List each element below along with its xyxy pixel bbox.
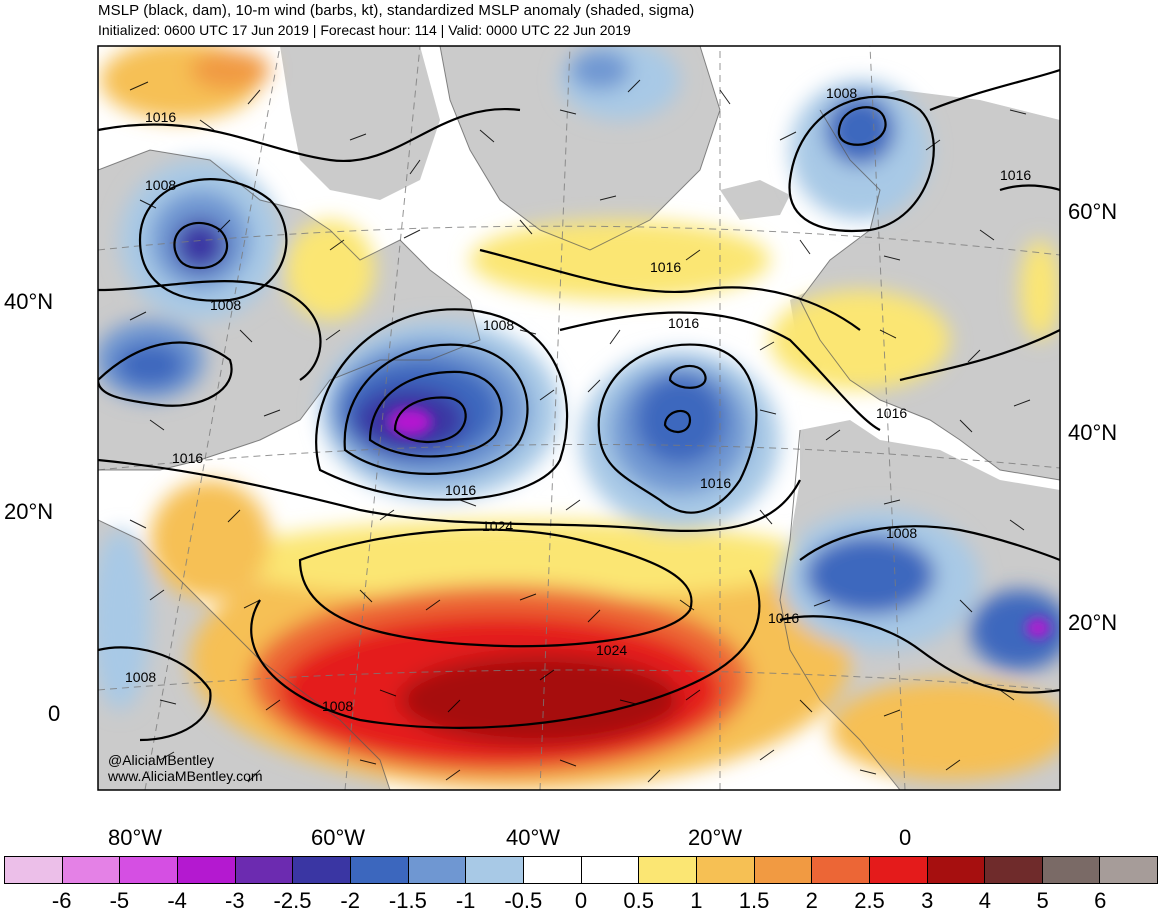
isobar-label: 1008 xyxy=(125,669,156,685)
colorbar-swatch xyxy=(120,857,178,883)
colorbar-swatch xyxy=(754,857,813,883)
right-lat-label: 60°N xyxy=(1068,199,1117,224)
colorbar-label: 5 xyxy=(1036,888,1049,913)
map-plot-area: 1016 1008 1008 1016 1008 1008 1016 1016 … xyxy=(98,46,1060,790)
isobar-label: 1008 xyxy=(483,317,514,333)
colorbar-swatch xyxy=(812,857,870,883)
weather-map: 1016 1008 1008 1016 1008 1008 1016 1016 … xyxy=(4,45,1117,850)
bottom-lon-label: 80°W xyxy=(108,825,162,850)
map-title: MSLP (black, dam), 10-m wind (barbs, kt)… xyxy=(98,2,695,19)
colorbar-label: -1.5 xyxy=(388,888,427,913)
left-lat-label: 40°N xyxy=(4,289,53,314)
anomaly-shading xyxy=(98,46,1060,790)
isobar-label: 1008 xyxy=(322,698,353,714)
colorbar-label: -2 xyxy=(340,888,360,913)
isobars xyxy=(98,68,1060,742)
right-lat-label: 20°N xyxy=(1068,610,1117,635)
bottom-lon-label: 40°W xyxy=(506,825,560,850)
colorbar-label: -4 xyxy=(167,888,187,913)
wind-barbs xyxy=(129,79,1031,783)
axis-labels: 40°N 20°N 0 60°N 40°N 20°N 80°W 60°W 40°… xyxy=(4,199,1117,850)
isobar-label: 1016 xyxy=(145,109,176,125)
isobar-label: 1008 xyxy=(886,525,917,541)
colorbar-swatch xyxy=(523,857,582,883)
isobar-label: 1008 xyxy=(145,177,176,193)
colorbar-label: 1.5 xyxy=(738,888,770,913)
colorbar-swatch xyxy=(1042,857,1101,883)
isobar-label: 1016 xyxy=(172,450,203,466)
left-lat-label: 0 xyxy=(48,701,60,726)
right-lat-label: 40°N xyxy=(1068,420,1117,445)
colorbar-swatch xyxy=(5,857,63,883)
colorbar-label: 6 xyxy=(1094,888,1107,913)
colorbar-label: -5 xyxy=(109,888,130,913)
colorbar-swatch xyxy=(985,857,1043,883)
isobar-labels: 1016 1008 1008 1016 1008 1008 1016 1016 … xyxy=(125,85,1031,714)
bottom-lon-label: 60°W xyxy=(311,825,365,850)
graticule xyxy=(98,46,1060,790)
colorbar-label: -2.5 xyxy=(273,888,312,913)
colorbar-swatch xyxy=(235,857,294,883)
colorbar-label: 2.5 xyxy=(854,888,885,913)
colorbar-swatch xyxy=(581,857,640,883)
colorbar-swatch xyxy=(293,857,351,883)
colorbar-label: -1 xyxy=(455,888,476,913)
colorbar-labels: -6 -5 -4 -3 -2.5 -2 -1.5 -1 -0.5 0 0.5 1 1.5 2 2.5 3 4 5 6 xyxy=(0,884,1160,913)
colorbar-label: 4 xyxy=(978,888,992,913)
colorbar-swatch xyxy=(350,857,409,883)
anomaly-colorbar xyxy=(4,856,1158,884)
colorbar-swatch xyxy=(1100,857,1158,883)
colorbar-swatch xyxy=(177,857,236,883)
map-subtitle: Initialized: 0600 UTC 17 Jun 2019 | Fore… xyxy=(98,22,631,38)
isobar-label: 1016 xyxy=(876,405,907,421)
isobar-label: 1024 xyxy=(482,518,513,534)
colorbar-swatch xyxy=(62,857,121,883)
map-frame xyxy=(97,45,1061,791)
bottom-lon-label: 20°W xyxy=(688,825,742,850)
isobar-label: 1016 xyxy=(668,315,699,331)
colorbar-label: 0 xyxy=(574,888,588,913)
left-lat-label: 20°N xyxy=(4,499,53,524)
isobar-label: 1016 xyxy=(700,475,731,491)
colorbar-label: 1 xyxy=(690,888,703,913)
colorbar-swatch xyxy=(869,857,928,883)
colorbar-label: 2 xyxy=(805,888,818,913)
colorbar-swatch xyxy=(927,857,986,883)
colorbar-label: -6 xyxy=(51,888,72,913)
isobar-label: 1008 xyxy=(210,297,241,313)
isobar-label: 1024 xyxy=(596,642,627,658)
credit-handle: @AliciaMBentley xyxy=(108,752,214,768)
colorbar-swatch xyxy=(639,857,697,883)
colorbar-label: -0.5 xyxy=(504,888,543,913)
colorbar-swatch xyxy=(408,857,467,883)
isobar-label: 1008 xyxy=(826,85,857,101)
isobar-label: 1016 xyxy=(1000,167,1031,183)
credit-site: www.AliciaMBentley.com xyxy=(107,768,263,784)
colorbar-label: -3 xyxy=(225,888,245,913)
colorbar-swatch xyxy=(696,857,755,883)
bottom-lon-label: 0 xyxy=(899,825,911,850)
colorbar-label: 3 xyxy=(921,888,934,913)
isobar-label: 1016 xyxy=(650,259,681,275)
colorbar-swatch xyxy=(466,857,524,883)
isobar-label: 1016 xyxy=(445,482,476,498)
isobar-label: 1016 xyxy=(768,610,799,626)
colorbar-label: 0.5 xyxy=(623,888,654,913)
